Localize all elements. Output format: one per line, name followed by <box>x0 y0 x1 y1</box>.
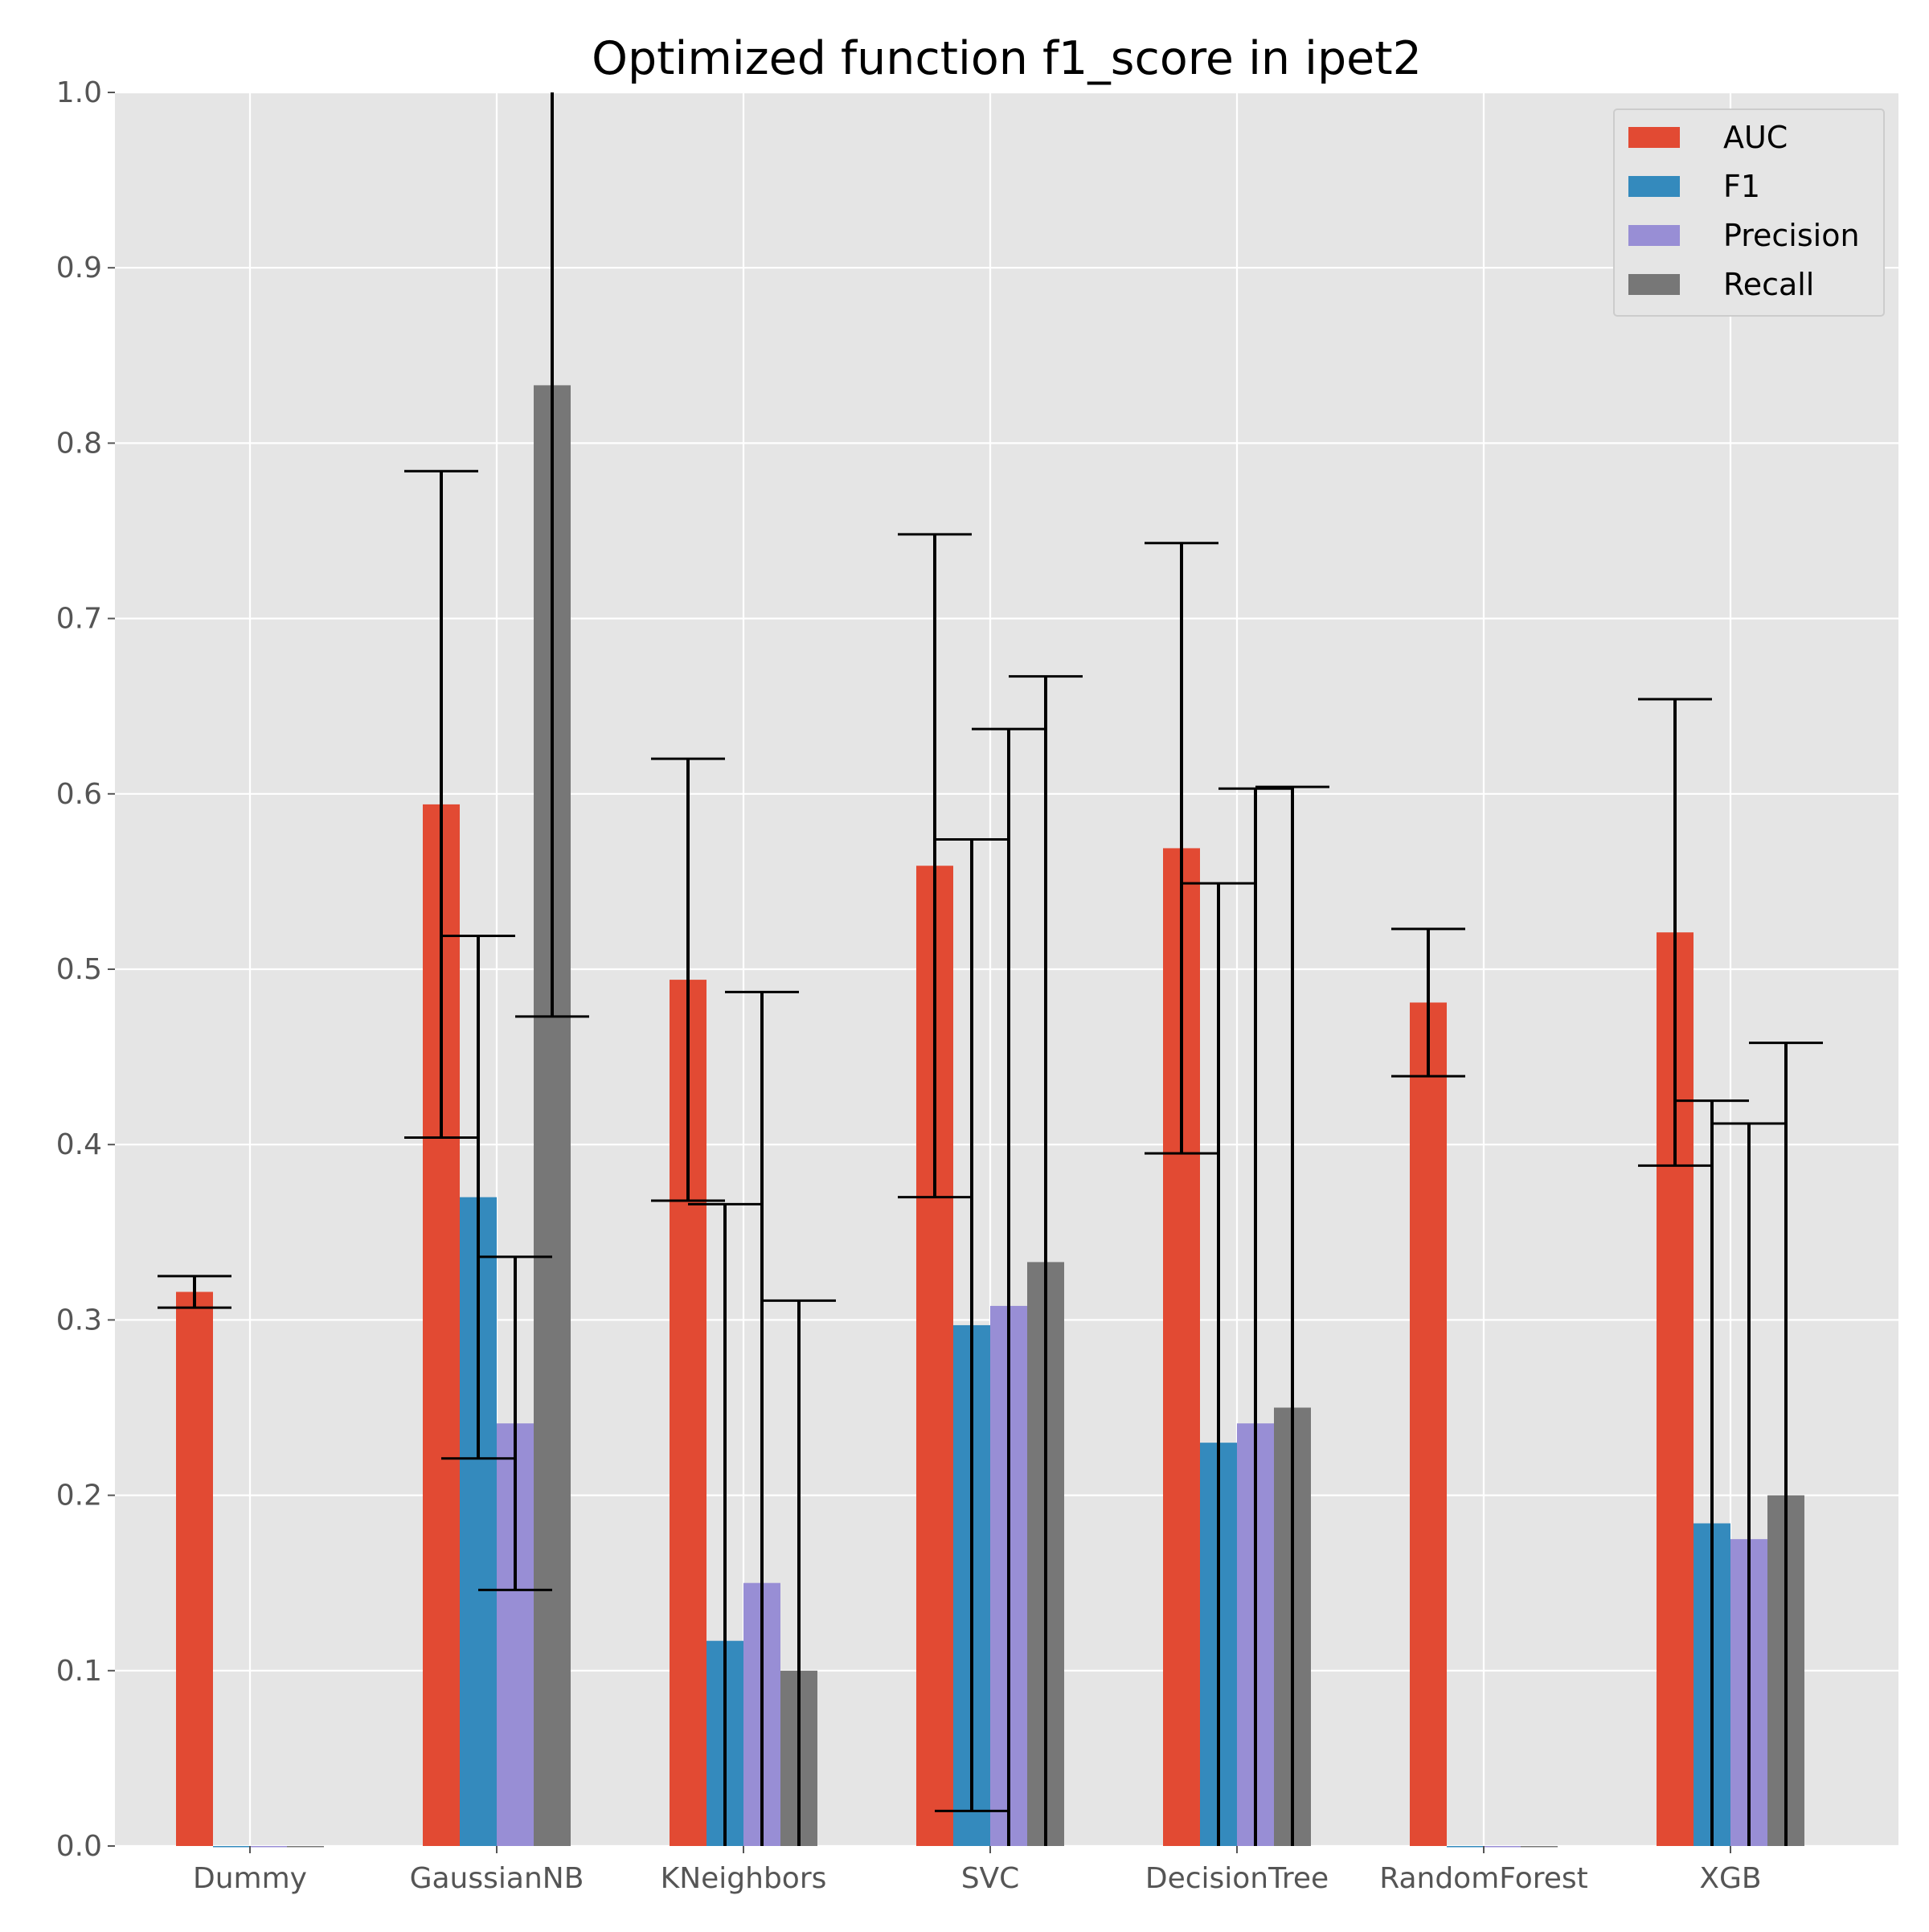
error-bar <box>158 1275 231 1309</box>
chart-title: Optimized function f1_score in ipet2 <box>592 32 1422 85</box>
error-bar <box>404 469 478 1139</box>
error-bar <box>441 935 515 1460</box>
x-tick-label: GaussianNB <box>410 1862 584 1895</box>
error-bar <box>972 727 1046 1846</box>
x-tick-label: DecisionTree <box>1145 1862 1329 1895</box>
bar-auc-dummy <box>176 1291 213 1846</box>
legend-label-recall[interactable]: Recall <box>1723 267 1814 302</box>
bar-recall-randomforest <box>1521 1846 1558 1848</box>
error-bar <box>1749 1042 1823 1846</box>
legend-swatch-auc <box>1628 127 1680 148</box>
error-bar <box>515 92 589 1018</box>
legend[interactable]: AUC F1 Precision Recall <box>1613 108 1885 317</box>
y-tick-label: 0.5 <box>56 953 102 986</box>
y-tick-label: 0.4 <box>56 1128 102 1161</box>
error-bar <box>1675 1099 1749 1846</box>
error-bar <box>1712 1122 1786 1846</box>
error-bar <box>651 757 725 1202</box>
x-tick-label: RandomForest <box>1379 1862 1588 1895</box>
error-bar <box>1391 927 1465 1078</box>
error-bar <box>1182 882 1255 1846</box>
y-tick-label: 0.8 <box>56 427 102 460</box>
y-tick-label: 0.0 <box>56 1830 102 1863</box>
legend-swatch-precision <box>1628 225 1680 246</box>
y-tick-label: 0.2 <box>56 1480 102 1512</box>
error-bar <box>688 1202 762 1846</box>
bar-f1-randomforest <box>1447 1846 1484 1848</box>
bar-auc-randomforest <box>1410 1002 1447 1846</box>
error-bar <box>1009 675 1083 1846</box>
error-bar <box>478 1255 552 1591</box>
error-bar <box>1145 542 1218 1155</box>
legend-swatch-recall <box>1628 274 1680 295</box>
y-tick-label: 0.7 <box>56 603 102 636</box>
error-bar <box>1638 698 1712 1167</box>
error-bars <box>158 92 1823 1846</box>
error-bar <box>1218 787 1292 1846</box>
error-bar <box>935 838 1009 1812</box>
bars <box>176 385 1804 1848</box>
legend-swatch-f1 <box>1628 176 1680 197</box>
legend-label-f1[interactable]: F1 <box>1723 169 1760 204</box>
bar-precision-randomforest <box>1484 1846 1521 1848</box>
error-bar <box>1255 785 1329 1846</box>
error-bar <box>898 533 972 1199</box>
legend-label-precision[interactable]: Precision <box>1723 218 1860 253</box>
axes: 0.0 0.1 0.2 0.3 0.4 0.5 0.6 0.7 0.8 0.9 1.0 Dummy Ga… <box>56 76 1762 1895</box>
x-tick-label: SVC <box>961 1862 1020 1895</box>
bar-recall-dummy <box>287 1846 324 1848</box>
y-tick-label: 1.0 <box>56 76 102 109</box>
bar-precision-dummy <box>250 1846 287 1848</box>
y-tick-label: 0.6 <box>56 778 102 811</box>
legend-label-auc[interactable]: AUC <box>1723 120 1788 155</box>
y-tick-label: 0.3 <box>56 1304 102 1336</box>
legend-box <box>1613 108 1885 317</box>
y-tick-label: 0.1 <box>56 1655 102 1688</box>
bar-f1-dummy <box>213 1846 250 1848</box>
x-tick-label: XGB <box>1699 1862 1761 1895</box>
error-bar <box>725 990 799 1846</box>
error-bar <box>762 1299 836 1846</box>
x-tick-label: Dummy <box>193 1862 307 1895</box>
gridlines <box>115 91 1898 1848</box>
x-tick-label: KNeighbors <box>661 1862 827 1895</box>
y-tick-label: 0.9 <box>56 252 102 284</box>
